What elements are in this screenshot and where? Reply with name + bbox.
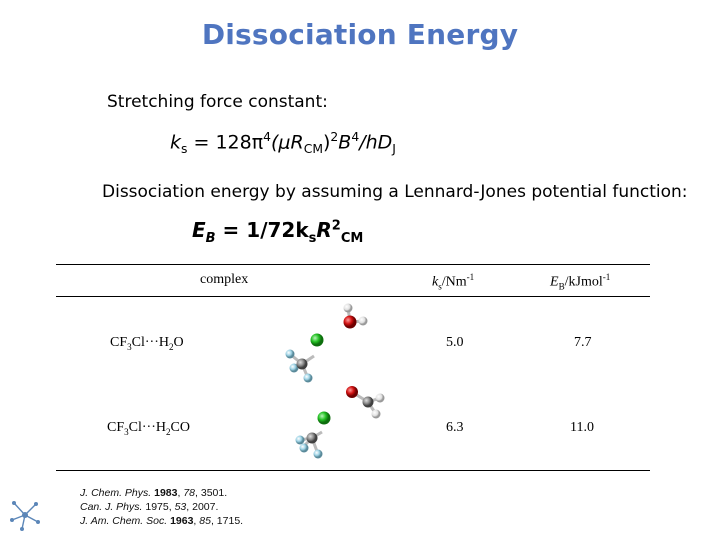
table-top-rule — [56, 264, 650, 265]
oxygen-atom-icon — [346, 386, 358, 398]
h-atom-icon — [358, 316, 368, 326]
chlorine-atom-icon — [310, 333, 324, 347]
dissociation-label: Dissociation energy by assuming a Lennar… — [102, 182, 688, 202]
header-eb: EB/kJmol-1 — [550, 272, 611, 292]
formula1-cm: CM — [303, 142, 323, 157]
fluorine-atom-icon — [303, 373, 313, 383]
force-constant-formula: ks = 128π4(μRCM)2B4/hDJ — [170, 130, 396, 156]
carbon-atom-icon — [306, 432, 318, 444]
formula2-power: 2 — [331, 218, 341, 234]
k-subscript: s — [181, 142, 188, 157]
formula1-close: ) — [323, 131, 331, 154]
h-atom-icon — [371, 409, 381, 419]
fluorine-atom-icon — [289, 363, 299, 373]
chlorine-atom-icon — [317, 411, 331, 425]
fluorine-atom-icon — [295, 435, 305, 445]
dissociation-formula: EB = 1/72ksR2CM — [192, 218, 363, 246]
k-symbol: k — [170, 131, 182, 154]
header-complex: complex — [200, 272, 249, 287]
formula1-b: B — [338, 131, 352, 154]
stretching-label: Stretching force constant: — [107, 92, 328, 112]
table-row-1-name: CF3Cl···H2O — [110, 335, 184, 352]
table-row-2-ks: 6.3 — [446, 420, 464, 435]
table-row-1-eb: 7.7 — [574, 335, 592, 350]
formula1-rest: /hD — [359, 131, 393, 154]
h-atom-icon — [375, 393, 385, 403]
formula2-s: s — [308, 231, 317, 246]
reference-1: J. Chem. Phys. 1983, 78, 3501. — [80, 487, 228, 499]
formula2-b: B — [205, 231, 216, 246]
table-row-2-eb: 11.0 — [570, 420, 594, 435]
molecule-cf3cl-h2co-image — [295, 386, 385, 459]
table-bottom-rule — [56, 470, 650, 471]
slide-title: Dissociation Energy — [201, 18, 519, 51]
molecule-cf3cl-h2o-image — [285, 303, 368, 383]
oxygen-atom-icon — [343, 315, 357, 329]
formula1-pi-power: 4 — [263, 130, 272, 144]
table-row-1-ks: 5.0 — [446, 335, 464, 350]
header-ks: ks/Nm-1 — [432, 272, 475, 292]
references: J. Chem. Phys. 1983, 78, 3501. Can. J. P… — [80, 486, 243, 528]
fluorine-atom-icon — [299, 443, 309, 453]
formula2-eq: = 1/72k — [215, 218, 309, 242]
formula1-b-power: 4 — [351, 130, 360, 144]
carbon-atom-icon — [296, 358, 308, 370]
h-atom-icon — [343, 303, 353, 313]
formula2-r: R — [316, 218, 332, 242]
reference-3: J. Am. Chem. Soc. 1963, 85, 1715. — [80, 515, 244, 527]
fluorine-atom-icon — [313, 449, 323, 459]
carbon-atom-icon — [362, 396, 374, 408]
formula1-power2: 2 — [330, 130, 339, 144]
formula2-cm: CM — [340, 231, 364, 246]
table-header-rule — [56, 296, 650, 297]
molecule-logo-icon — [10, 501, 40, 531]
table-row-2-name: CF3Cl···H2CO — [107, 420, 190, 437]
reference-2: Can. J. Phys. 1975, 53, 2007. — [80, 501, 219, 513]
fluorine-atom-icon — [285, 349, 295, 359]
formula1-eq: = 128π — [187, 131, 264, 154]
formula2-e: E — [192, 218, 206, 242]
formula1-j: J — [392, 142, 396, 157]
formula1-mu-r: (μR — [271, 131, 304, 154]
